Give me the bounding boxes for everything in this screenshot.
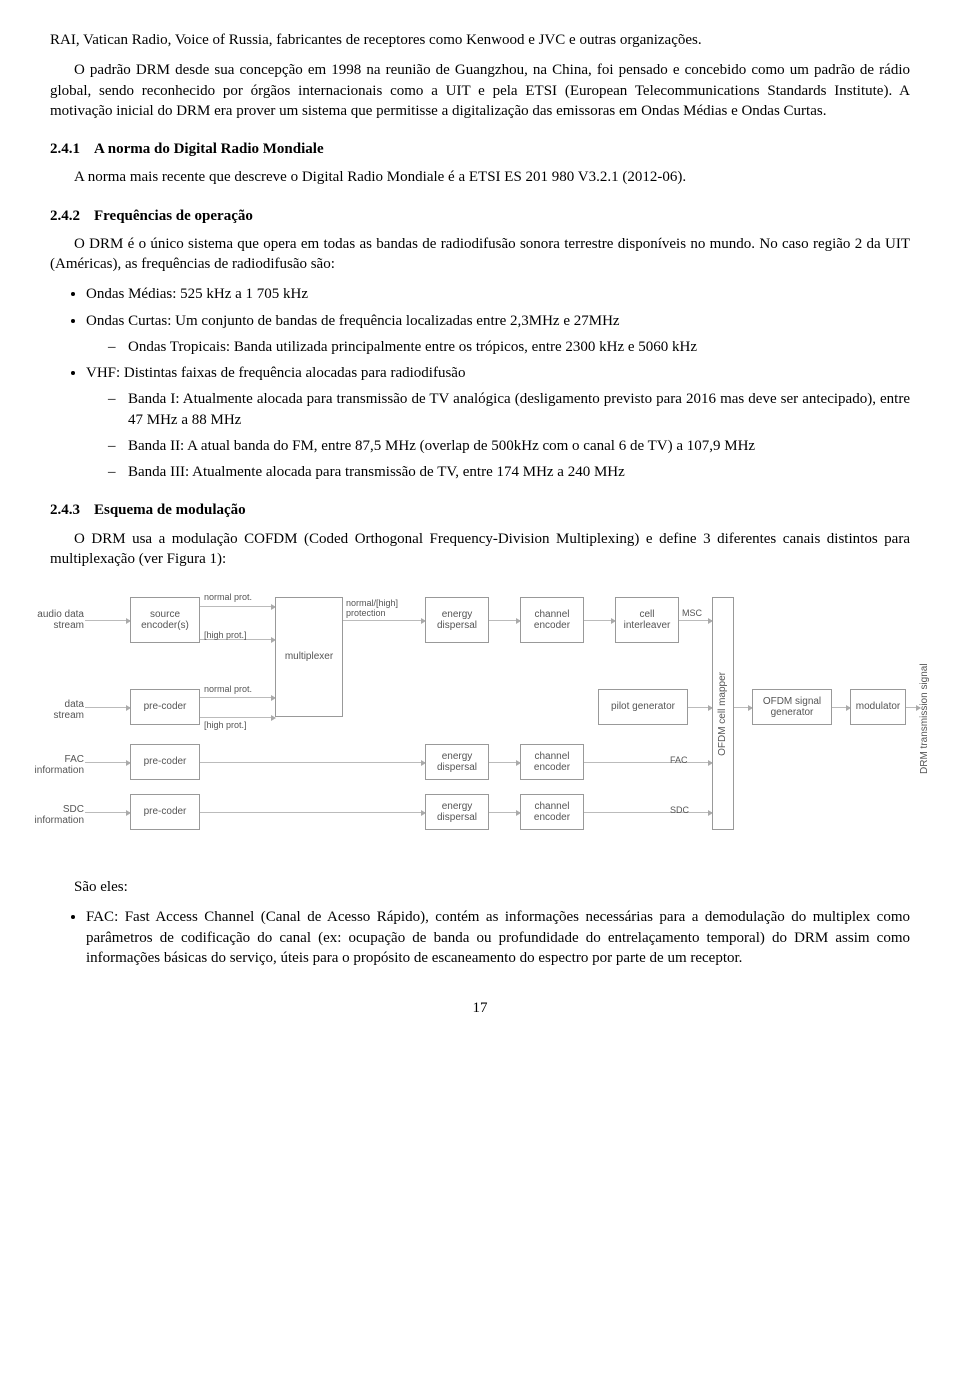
diagram-arrow [200,697,275,698]
diagram-arrow [832,707,850,708]
diagram-edge-label: SDC [670,806,689,816]
diagram-arrow [584,812,712,813]
diagram-arrow [489,620,520,621]
intro-para-2: O padrão DRM desde sua concepção em 1998… [50,60,910,121]
diagram-arrow [85,762,130,763]
diagram-arrow [734,707,752,708]
diagram-edge-label: MSC [682,609,702,619]
diagram-arrow [679,620,712,621]
diagram-box-chan1: channelencoder [520,597,584,643]
diagram-edge-label: normal/[high]protection [346,599,398,619]
heading-num: 2.4.3 [50,502,80,518]
diagram-arrow [489,762,520,763]
diagram-box-energy1: energydispersal [425,597,489,643]
diagram-edge-label: normal prot. [204,685,252,695]
heading-title: Esquema de modulação [94,502,246,518]
freq-list: Ondas Médias: 525 kHz a 1 705 kHz Ondas C… [72,284,910,482]
diagram-arrow [200,812,425,813]
diagram-box-pilot: pilot generator [598,689,688,725]
diagram-box-energy3: energydispersal [425,744,489,780]
diagram-arrow [343,620,425,621]
list-subitem: Banda II: A atual banda do FM, entre 87,… [108,436,910,456]
diagram-box-chan4: channelencoder [520,794,584,830]
list-subitem: Banda I: Atualmente alocada para transmi… [108,389,910,430]
list-subitem: Banda III: Atualmente alocada para trans… [108,462,910,482]
list-subitem: Ondas Tropicais: Banda utilizada princip… [108,337,910,357]
diagram-arrow [200,762,425,763]
diagram-input-label-audio: audio datastream [32,609,84,631]
diagram-box-cell: cellinterleaver [615,597,679,643]
diagram-arrow [200,717,275,718]
heading-title: A norma do Digital Radio Mondiale [94,141,324,157]
diagram-edge-label: [high prot.] [204,721,247,731]
diagram-box-mapper: OFDM cell mapper [712,597,734,830]
diagram-output-label: DRM transmission signal [918,639,932,799]
diagram-arrow [85,707,130,708]
para-243: O DRM usa a modulação COFDM (Coded Ortho… [50,529,910,570]
diagram-arrow [85,812,130,813]
list-item: Ondas Curtas: Um conjunto de bandas de f… [86,311,910,358]
diagram-arrow [489,812,520,813]
para-242: O DRM é o único sistema que opera em tod… [50,234,910,275]
page-number: 17 [50,998,910,1018]
cofdm-block-diagram: audio datastreamdatastreamFACinformation… [50,579,910,859]
diagram-arrow [85,620,130,621]
diagram-box-precoder2: pre-coder [130,689,200,725]
heading-241: 2.4.1 A norma do Digital Radio Mondiale [50,139,910,159]
diagram-edge-label: [high prot.] [204,631,247,641]
diagram-arrow [200,606,275,607]
para-241: A norma mais recente que descreve o Digi… [50,167,910,187]
heading-num: 2.4.2 [50,208,80,224]
diagram-edge-label: FAC [670,756,688,766]
diagram-box-chan3: channelencoder [520,744,584,780]
diagram-arrow [584,620,615,621]
intro-para-1: RAI, Vatican Radio, Voice of Russia, fab… [50,30,910,50]
list-item: VHF: Distintas faixas de frequência aloc… [86,363,910,482]
diagram-box-src_enc: sourceencoder(s) [130,597,200,643]
heading-title: Frequências de operação [94,208,253,224]
heading-243: 2.4.3 Esquema de modulação [50,500,910,520]
diagram-input-label-data: datastream [32,699,84,721]
diagram-box-mod: modulator [850,689,906,725]
diagram-arrow [584,762,712,763]
diagram-arrow [688,707,712,708]
diagram-box-mux: multiplexer [275,597,343,717]
diagram-box-precoder3: pre-coder [130,744,200,780]
list-item: Ondas Médias: 525 kHz a 1 705 kHz [86,284,910,304]
after-fig-lead: São eles: [50,877,910,897]
heading-242: 2.4.2 Frequências de operação [50,206,910,226]
diagram-box-energy4: energydispersal [425,794,489,830]
heading-num: 2.4.1 [50,141,80,157]
fac-list: FAC: Fast Access Channel (Canal de Acess… [72,907,910,968]
diagram-box-precoder4: pre-coder [130,794,200,830]
diagram-input-label-sdc: SDCinformation [32,804,84,826]
list-item: FAC: Fast Access Channel (Canal de Acess… [86,907,910,968]
diagram-box-ofdm: OFDM signalgenerator [752,689,832,725]
diagram-input-label-fac: FACinformation [32,754,84,776]
diagram-edge-label: normal prot. [204,593,252,603]
